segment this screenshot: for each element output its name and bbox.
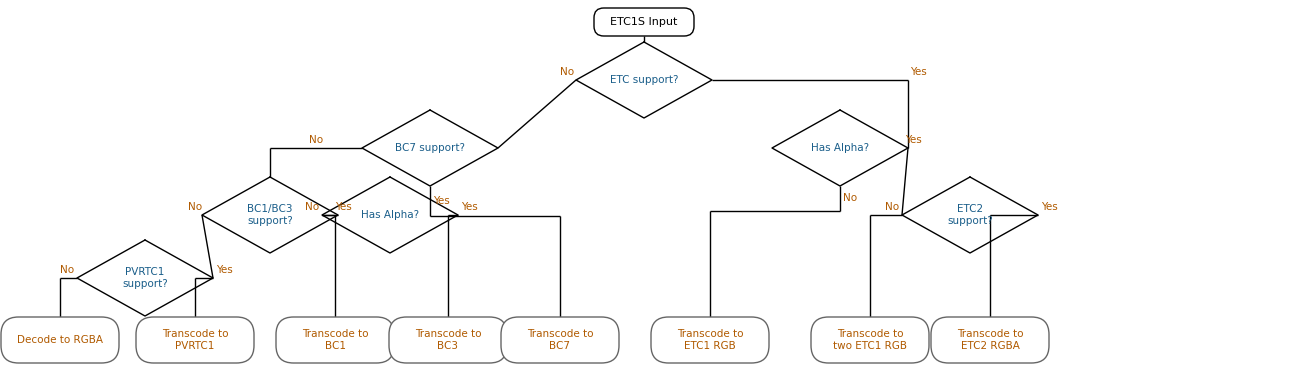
FancyBboxPatch shape	[137, 317, 254, 363]
Text: Transcode to
BC7: Transcode to BC7	[527, 329, 593, 351]
Text: Yes: Yes	[1042, 202, 1058, 212]
Text: BC7 support?: BC7 support?	[394, 143, 465, 153]
Text: Transcode to
PVRTC1: Transcode to PVRTC1	[161, 329, 228, 351]
FancyBboxPatch shape	[931, 317, 1049, 363]
Text: Yes: Yes	[905, 135, 922, 145]
Text: No: No	[559, 67, 574, 77]
Text: Yes: Yes	[217, 265, 233, 275]
Text: No: No	[843, 193, 857, 203]
Text: Transcode to
ETC2 RGBA: Transcode to ETC2 RGBA	[956, 329, 1023, 351]
Text: Transcode to
BC1: Transcode to BC1	[302, 329, 369, 351]
FancyBboxPatch shape	[1, 317, 119, 363]
Text: No: No	[309, 135, 324, 145]
Text: No: No	[884, 202, 898, 212]
Text: Transcode to
two ETC1 RGB: Transcode to two ETC1 RGB	[833, 329, 907, 351]
Text: Yes: Yes	[910, 67, 927, 77]
FancyBboxPatch shape	[811, 317, 929, 363]
FancyBboxPatch shape	[276, 317, 394, 363]
Text: BC1/BC3
support?: BC1/BC3 support?	[247, 204, 293, 226]
Text: No: No	[59, 265, 73, 275]
Text: Transcode to
ETC1 RGB: Transcode to ETC1 RGB	[677, 329, 744, 351]
Text: No: No	[305, 202, 318, 212]
FancyBboxPatch shape	[651, 317, 770, 363]
Text: Decode to RGBA: Decode to RGBA	[17, 335, 103, 345]
Text: Transcode to
BC3: Transcode to BC3	[415, 329, 481, 351]
Text: Has Alpha?: Has Alpha?	[361, 210, 419, 220]
Text: Yes: Yes	[335, 202, 352, 212]
Text: PVRTC1
support?: PVRTC1 support?	[122, 267, 168, 289]
Text: No: No	[188, 202, 202, 212]
FancyBboxPatch shape	[501, 317, 619, 363]
Text: Has Alpha?: Has Alpha?	[811, 143, 869, 153]
Text: ETC1S Input: ETC1S Input	[610, 17, 678, 27]
Text: ETC2
support?: ETC2 support?	[947, 204, 993, 226]
Text: Yes: Yes	[433, 196, 450, 206]
FancyBboxPatch shape	[389, 317, 507, 363]
Text: ETC support?: ETC support?	[610, 75, 678, 85]
Text: Yes: Yes	[461, 202, 478, 212]
FancyBboxPatch shape	[594, 8, 693, 36]
